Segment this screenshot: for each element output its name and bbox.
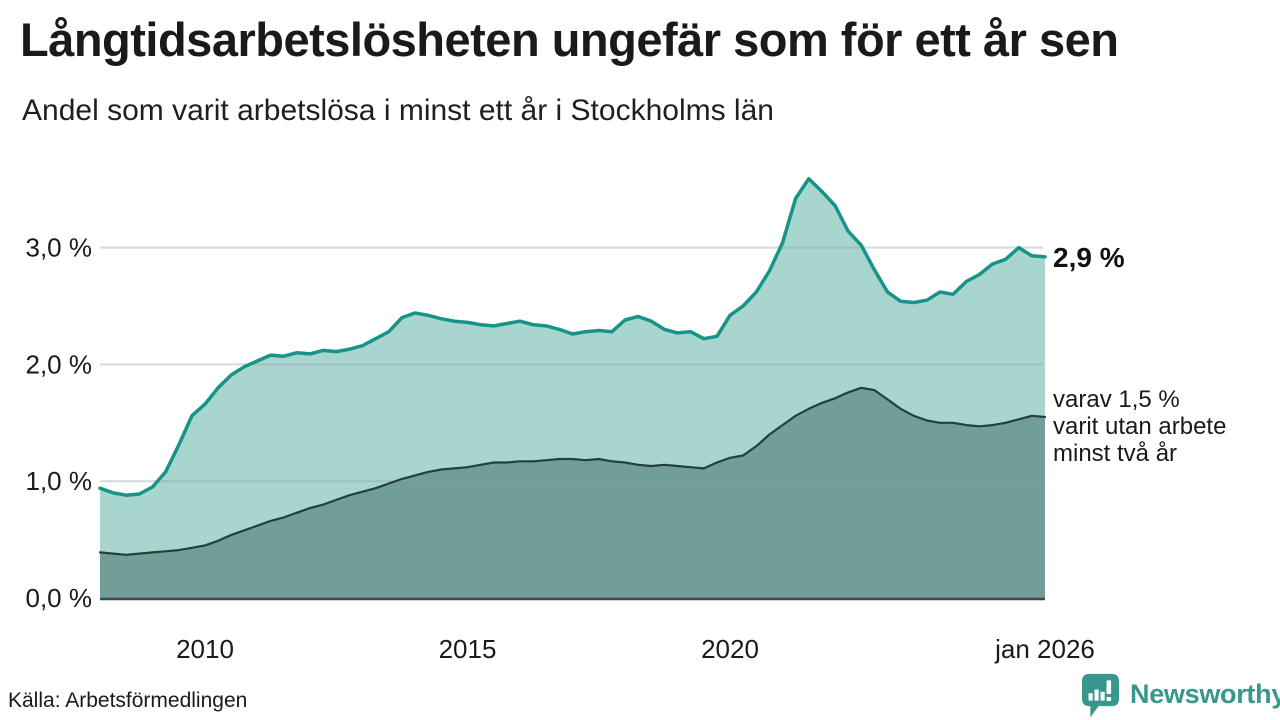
newsworthy-logo: Newsworthy <box>1080 672 1280 720</box>
chart-subtitle: Andel som varit arbetslösa i minst ett å… <box>22 94 774 127</box>
y-tick-label: 3,0 % <box>26 233 93 263</box>
series-minst-tva-ar-area <box>100 387 1045 598</box>
y-tick-label: 2,0 % <box>26 349 93 379</box>
newsworthy-logo-icon <box>1082 673 1119 718</box>
page-title: Långtidsarbetslösheten ungefär som för e… <box>20 13 1119 66</box>
y-tick-label: 0,0 % <box>26 583 93 613</box>
x-tick-label: jan 2026 <box>994 634 1095 664</box>
x-tick-label: 2010 <box>176 634 234 664</box>
annotation-two-years-line: varit utan arbete <box>1053 413 1226 440</box>
x-tick-label: 2015 <box>439 634 497 664</box>
series-minst-tva-ar-line <box>98 386 1047 556</box>
series-minst-ett-ar-line <box>98 176 1047 497</box>
x-tick-label: 2020 <box>701 634 759 664</box>
y-tick-label: 1,0 % <box>26 466 93 496</box>
annotation-two-years-line: minst två år <box>1053 440 1177 467</box>
newsworthy-wordmark: Newsworthy <box>1130 679 1280 709</box>
annotation-two-years-line: varav 1,5 % <box>1053 386 1180 413</box>
value-label-total: 2,9 % <box>1053 242 1125 273</box>
source-note: Källa: Arbetsförmedlingen <box>8 689 248 712</box>
